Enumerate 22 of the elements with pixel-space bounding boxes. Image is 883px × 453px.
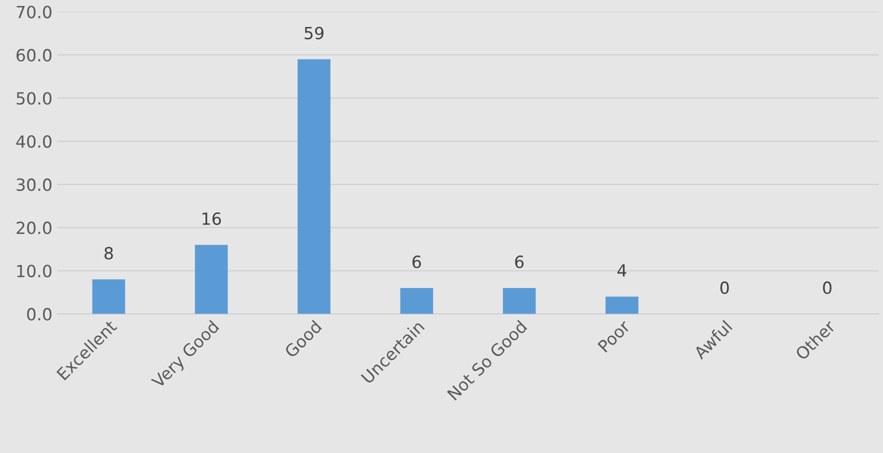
data-label: 8 [104,246,113,260]
y-tick-label: 60.0 [16,48,52,62]
y-tick-label: 40.0 [16,135,52,148]
data-label: 0 [823,281,832,294]
data-label: 6 [412,256,421,268]
data-label: 59 [304,26,324,40]
bar [606,296,638,314]
y-tick-label: 70.0 [16,6,52,18]
bar [194,244,228,314]
y-tick-label: 10.0 [17,264,52,278]
bar [502,288,536,314]
data-label: 0 [720,281,729,294]
data-label: 4 [617,264,626,277]
y-tick-label: 30.0 [16,178,52,192]
y-tick-label: 50.0 [16,92,52,105]
data-label: 6 [515,256,524,268]
bar [92,279,126,314]
bar [400,288,434,314]
bar [298,59,330,314]
data-label: 16 [202,212,221,225]
y-tick-label: 20.0 [16,222,52,234]
y-tick-label: 0.0 [27,308,52,320]
